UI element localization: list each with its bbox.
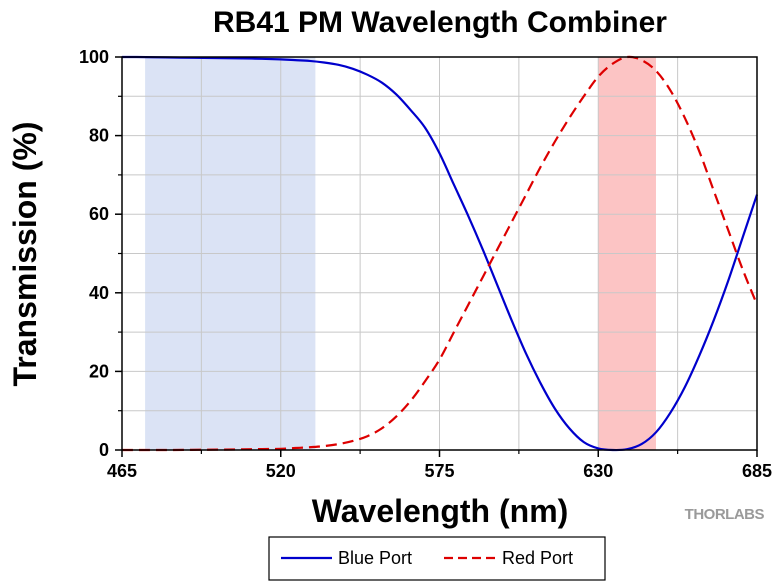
x-tick-label: 685 xyxy=(742,461,772,481)
series-line-blue-port xyxy=(121,55,759,452)
x-tick-label: 520 xyxy=(266,461,296,481)
x-tick-label: 575 xyxy=(424,461,454,481)
legend: Blue Port Red Port xyxy=(268,536,606,581)
ticks: 465 520 575 630 685 0 20 40 60 80 100 xyxy=(79,47,772,481)
y-tick-label: 20 xyxy=(89,361,109,381)
y-tick-label: 100 xyxy=(79,47,109,67)
y-tick-label: 40 xyxy=(89,283,109,303)
x-axis-title: Wavelength (nm) xyxy=(312,493,569,529)
chart-title: RB41 PM Wavelength Combiner xyxy=(213,6,667,39)
x-tick-label: 630 xyxy=(583,461,613,481)
legend-label-red-port: Red Port xyxy=(502,548,573,568)
series-lines xyxy=(121,55,759,452)
legend-label-blue-port: Blue Port xyxy=(338,548,412,568)
series-line-red-port xyxy=(121,55,759,452)
x-tick-label: 465 xyxy=(107,461,137,481)
y-axis-title: Transmission (%) xyxy=(7,122,43,387)
thorlabs-logo: THORLABS xyxy=(685,506,765,523)
grid xyxy=(122,57,757,450)
y-tick-label: 0 xyxy=(99,440,109,460)
y-tick-label: 60 xyxy=(89,204,109,224)
plot-area: 465 520 575 630 685 0 20 40 60 80 100 xyxy=(79,47,772,481)
y-tick-label: 80 xyxy=(89,126,109,146)
